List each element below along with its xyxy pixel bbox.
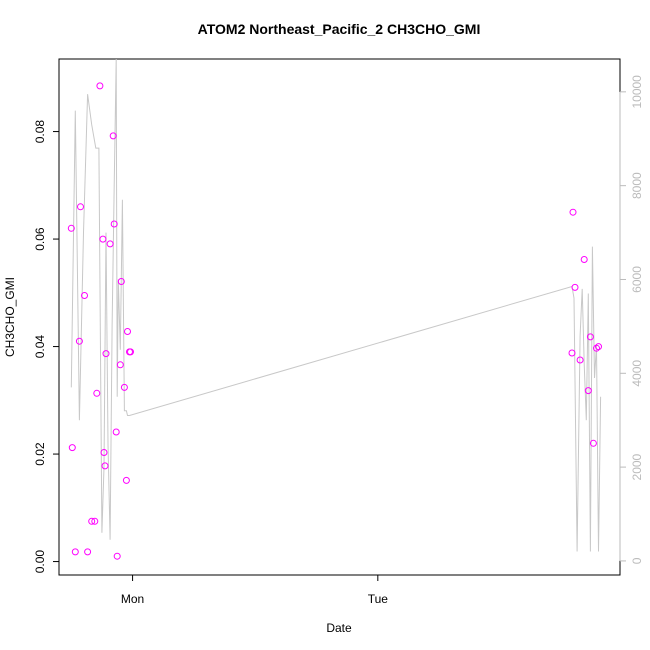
data-point xyxy=(91,517,99,525)
y-tick-label-right: 6000 xyxy=(630,266,644,293)
data-point xyxy=(124,328,131,335)
y-tick-label-right: 2000 xyxy=(630,453,644,480)
data-point xyxy=(84,548,92,556)
data-point xyxy=(106,240,114,248)
y-axis-left: 0.00 0.02 0.04 0.06 0.08 xyxy=(33,120,60,574)
series-line xyxy=(70,58,602,552)
y-tick-label-right: 0 xyxy=(630,557,644,564)
data-point xyxy=(127,348,134,356)
data-point xyxy=(568,349,576,357)
data-point xyxy=(68,444,76,452)
data-point xyxy=(110,220,118,228)
y-tick-label-right: 10000 xyxy=(630,75,644,109)
data-point xyxy=(586,333,594,341)
y-tick-label-right: 8000 xyxy=(630,172,644,199)
data-point xyxy=(109,132,117,140)
data-point xyxy=(595,343,602,351)
data-point xyxy=(81,292,88,299)
data-point xyxy=(75,337,83,345)
data-point xyxy=(589,439,597,447)
data-point xyxy=(593,344,600,352)
data-point xyxy=(116,361,124,369)
y-tick-label-left: 0.00 xyxy=(33,550,47,574)
line-series xyxy=(70,58,602,552)
y-axis-right: 0 2000 4000 6000 8000 10000 xyxy=(619,75,644,564)
data-point xyxy=(101,462,109,470)
data-point xyxy=(71,548,79,556)
x-axis: Mon Tue xyxy=(121,574,389,606)
data-point xyxy=(122,476,130,484)
data-point xyxy=(93,389,101,397)
chart-title: ATOM2 Northeast_Pacific_2 CH3CHO_GMI xyxy=(198,21,481,37)
data-point xyxy=(112,428,120,436)
data-point xyxy=(100,449,108,456)
x-tick-label: Mon xyxy=(121,592,144,606)
x-axis-label: Date xyxy=(326,621,352,635)
y-axis-label: CH3CHO_GMI xyxy=(3,277,17,357)
data-point xyxy=(576,356,584,364)
data-point xyxy=(88,517,96,525)
data-point xyxy=(580,256,588,263)
x-tick-label: Tue xyxy=(368,592,389,606)
data-point xyxy=(571,283,579,291)
y-tick-label-left: 0.06 xyxy=(33,227,47,251)
y-tick-label-left: 0.04 xyxy=(33,335,47,359)
point-series xyxy=(67,82,602,560)
data-point xyxy=(102,350,110,358)
data-point xyxy=(77,203,84,211)
data-point xyxy=(67,224,75,232)
plot-area xyxy=(58,58,621,576)
data-point xyxy=(584,387,592,395)
data-point xyxy=(117,278,125,285)
y-tick-label-left: 0.02 xyxy=(33,442,47,466)
data-point xyxy=(569,208,577,216)
data-point xyxy=(113,552,121,560)
y-tick-label-right: 4000 xyxy=(630,360,644,387)
y-tick-label-left: 0.08 xyxy=(33,120,47,144)
data-point xyxy=(96,82,104,90)
data-point xyxy=(120,383,128,391)
data-point xyxy=(99,235,107,243)
